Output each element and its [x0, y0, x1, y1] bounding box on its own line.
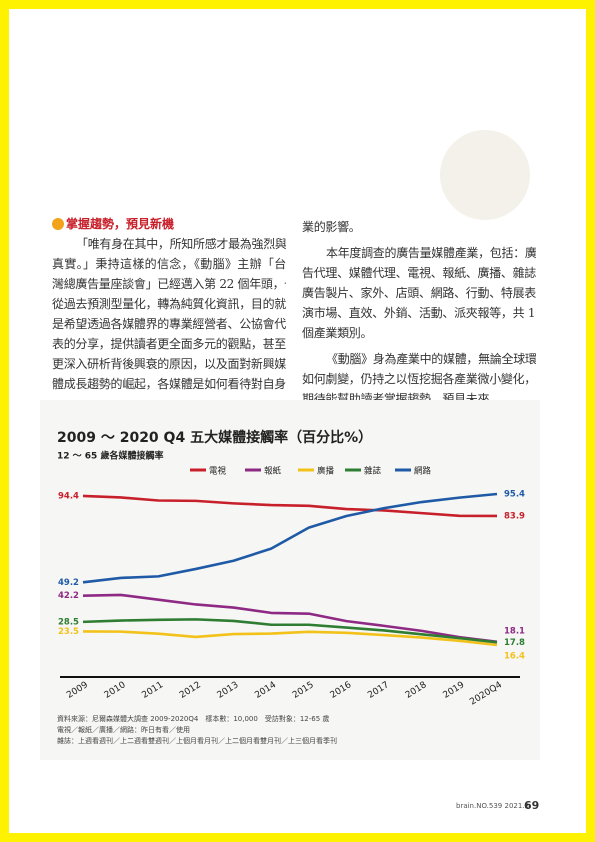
legend-label: 網路 [414, 466, 432, 477]
legend-label: 廣播 [317, 466, 335, 477]
text-line: 廣告製片、家外、店頭、網路、行動、特展表 [302, 286, 536, 300]
text-line: 表的分享，提供讀者更全面多元的觀點，甚至 [52, 337, 286, 351]
legend-label: 雜誌 [364, 466, 382, 477]
text-line: 如何劇變，仍持之以恆挖掘各產業微小變化， [302, 372, 536, 386]
text-line: 從過去預測型量化，轉為純質化資訊，目的就 [52, 297, 286, 311]
text-line: 《動腦》身為產業中的媒體，無論全球環境 [326, 352, 536, 366]
text-line: 灣總廣告量座談會」已經邁入第 22 個年頭，也 [52, 277, 286, 291]
heading-dot [52, 218, 64, 230]
legend-label: 報紙 [264, 466, 282, 477]
value-label: 17.8 [504, 638, 525, 648]
value-label: 83.9 [504, 511, 525, 521]
series-line [82, 494, 498, 518]
value-label: 18.1 [504, 626, 525, 636]
series-line [82, 618, 498, 644]
source-line: 資料來源：尼爾森媒體大調查 2009-2020Q4 樣本數：10,000 受訪對… [57, 715, 330, 723]
value-label: 94.4 [58, 491, 79, 501]
text-line: 個產業類別。 [302, 326, 373, 340]
right-column: 業的影響。本年度調查的廣告量媒體產業，包括：廣告代理、媒體代理、電視、報紙、廣播… [302, 217, 536, 409]
photo-fragment [440, 130, 530, 220]
series-line [82, 630, 498, 647]
source-line: 電視／報紙／廣播／網路：昨日有看／使用 [57, 726, 190, 734]
series-line [82, 492, 498, 584]
chart-title: 2009 ～ 2020 Q4 五大媒體接觸率（百分比%） [57, 429, 372, 446]
series-line [82, 593, 498, 644]
text-line: 告代理、媒體代理、電視、報紙、廣播、雜誌、 [302, 266, 536, 280]
value-label: 49.2 [58, 578, 79, 588]
value-label: 28.5 [58, 617, 79, 627]
value-label: 95.4 [504, 490, 525, 500]
value-label: 16.4 [504, 652, 525, 662]
chart-subtitle: 12 ～ 65 歲各媒體接觸率 [57, 450, 163, 462]
text-line: 業的影響。 [302, 220, 361, 234]
text-line: 體成長趨勢的崛起，各媒體是如何看待對自身產 [52, 377, 286, 391]
source-line: 雜誌：上週看週刊／上二週看雙週刊／上個月看月刊／上二個月看雙月刊／上三個月看季刊 [57, 737, 337, 745]
legend-label: 電視 [209, 466, 227, 477]
left-column: 掌握趨勢，預見新機 「唯有身在其中，所知所感才最為強烈與真實。」秉持這樣的信念，… [52, 214, 286, 394]
text-line: 演市場、直效、外銷、活動、派夾報等，共 16 [302, 306, 536, 320]
text-line: 「唯有身在其中，所知所感才最為強烈與 [76, 237, 286, 251]
chart-panel [40, 400, 540, 760]
footer-issue: brain.NO.539 2021.3 [456, 802, 529, 810]
text-line: 是希望透過各媒體界的專業經營者、公協會代 [52, 317, 286, 331]
page-number: 69 [524, 799, 540, 812]
text-line: 真實。」秉持這樣的信念，《動腦》主辦「台 [52, 257, 286, 271]
value-label: 42.2 [58, 591, 79, 601]
section-heading: 掌握趨勢，預見新機 [52, 214, 286, 234]
value-label: 23.5 [58, 627, 79, 637]
text-line: 本年度調查的廣告量媒體產業，包括：廣 [326, 246, 536, 260]
text-line: 更深入研析背後興衰的原因，以及面對新興媒 [52, 357, 286, 371]
heading-text: 掌握趨勢，預見新機 [66, 217, 175, 231]
